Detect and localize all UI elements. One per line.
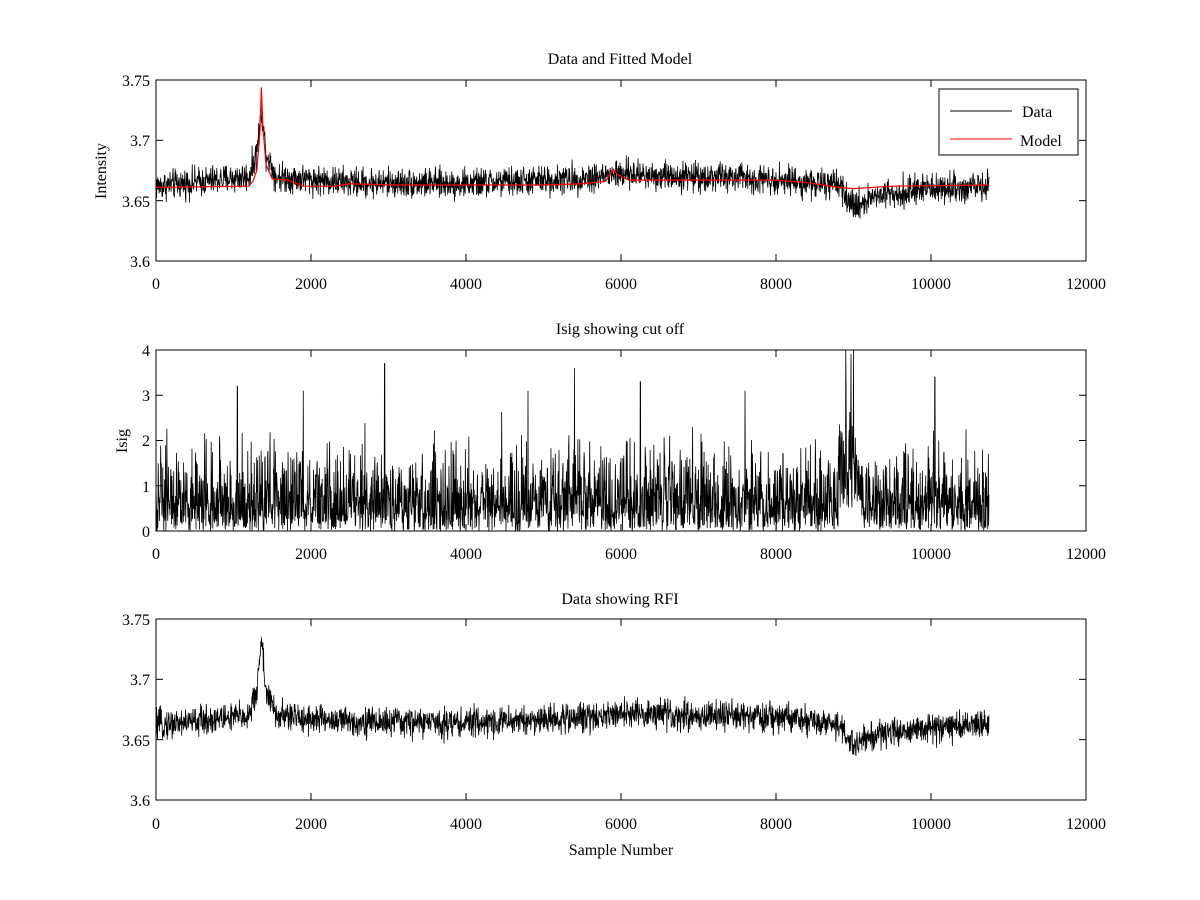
y-tick-label: 3.6	[130, 254, 150, 271]
legend-label-model: Model	[1020, 133, 1062, 150]
tick-labels: 0 2000 4000 6000 8000 10000 12000 0 1 2 …	[142, 343, 1106, 563]
panel-isig-showing-cut-off: Isig showing cut off Isig 0 2000 4000 60…	[114, 321, 1106, 563]
x-tick-label: 2000	[295, 276, 327, 293]
x-tick-label: 2000	[295, 546, 327, 563]
x-tick-label: 4000	[450, 276, 482, 293]
x-tick-label: 6000	[605, 816, 637, 833]
x-tick-label: 8000	[760, 546, 792, 563]
x-tick-label: 6000	[605, 546, 637, 563]
panel-data-showing-rfi: Data showing RFI 0 2000 4000 6000 8000 1…	[122, 591, 1106, 859]
legend: Data Model	[938, 88, 1079, 156]
chart-title: Isig showing cut off	[556, 321, 685, 338]
y-tick-label: 0	[142, 524, 150, 541]
x-tick-label: 4000	[450, 816, 482, 833]
x-tick-label: 12000	[1066, 276, 1106, 293]
y-tick-label: 3.6	[130, 793, 150, 810]
series-line-data	[156, 105, 990, 219]
series-group	[156, 87, 990, 219]
x-tick-label: 12000	[1066, 816, 1106, 833]
x-tick-label: 0	[152, 276, 160, 293]
y-tick-label: 3.75	[122, 612, 150, 629]
x-tick-label: 6000	[605, 276, 637, 293]
y-axis-label: Isig	[114, 429, 131, 453]
y-axis-label: Intensity	[93, 143, 110, 199]
x-tick-label: 8000	[760, 276, 792, 293]
axis-ticks	[155, 79, 1087, 262]
series-line-data	[156, 637, 990, 756]
x-tick-label: 10000	[911, 546, 951, 563]
series-group	[156, 350, 990, 531]
tick-labels: 0 2000 4000 6000 8000 10000 12000 3.6 3.…	[122, 73, 1106, 293]
series-line-model	[156, 87, 990, 190]
y-tick-label: 3	[142, 388, 150, 405]
y-tick-label: 3.7	[130, 672, 150, 689]
y-tick-label: 3.65	[122, 194, 150, 211]
axis-ticks	[155, 618, 1087, 801]
x-tick-label: 10000	[911, 816, 951, 833]
legend-box	[938, 88, 1079, 156]
x-axis-label: Sample Number	[569, 842, 674, 859]
x-tick-label: 0	[152, 546, 160, 563]
x-tick-label: 12000	[1066, 546, 1106, 563]
x-tick-label: 0	[152, 816, 160, 833]
x-tick-label: 4000	[450, 546, 482, 563]
chart-title: Data and Fitted Model	[548, 51, 693, 68]
series-group	[156, 637, 990, 756]
series-line-isig	[156, 350, 990, 531]
x-tick-label: 2000	[295, 816, 327, 833]
y-tick-label: 3.7	[130, 133, 150, 150]
y-tick-label: 3.65	[122, 733, 150, 750]
x-tick-label: 10000	[911, 276, 951, 293]
legend-label-data: Data	[1022, 104, 1052, 121]
chart-title: Data showing RFI	[561, 591, 678, 608]
y-tick-label: 4	[142, 343, 150, 360]
x-tick-label: 8000	[760, 816, 792, 833]
y-tick-label: 3.75	[122, 73, 150, 90]
y-tick-label: 1	[142, 479, 150, 496]
tick-labels: 0 2000 4000 6000 8000 10000 12000 3.6 3.…	[122, 612, 1106, 833]
y-tick-label: 2	[142, 433, 150, 450]
